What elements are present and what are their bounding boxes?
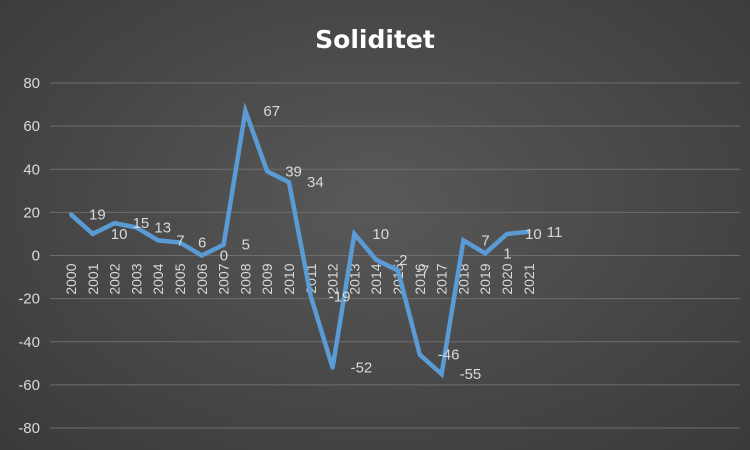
data-point [90,231,95,236]
y-tick-label: -60 [18,377,40,394]
data-label: 39 [285,163,302,180]
data-label: -46 [438,347,460,364]
data-point [199,253,204,258]
x-tick-label: 2007 [216,263,232,294]
chart-title: Soliditet [315,25,435,54]
x-tick-label: 2016 [412,263,428,294]
x-tick-label: 2008 [237,263,253,294]
data-point [417,352,422,357]
data-label: 5 [242,237,250,254]
y-tick-label: -80 [18,420,40,437]
x-tick-label: 2005 [172,263,188,294]
x-tick-label: 2002 [107,263,123,294]
data-label: -52 [351,360,373,377]
data-label: 10 [372,226,389,243]
data-point [330,365,335,370]
series-line [69,102,530,379]
x-tick-label: 2000 [63,263,79,294]
y-tick-label: 60 [23,118,40,135]
data-label: 13 [154,219,171,236]
data-label: 19 [89,207,106,224]
data-point [221,242,226,247]
data-label: 34 [307,174,324,191]
data-label: 15 [133,215,150,232]
data-point [308,294,313,299]
x-tick-label: 2021 [521,263,537,294]
data-label: 1 [503,245,511,262]
y-tick-label: 40 [23,161,40,178]
data-point [265,169,270,174]
x-tick-label: 2014 [368,263,384,294]
gridlines [50,82,740,429]
y-axis-ticks: -80 -60 -40 -20 0 20 40 60 80 [18,75,40,437]
x-tick-label: 2009 [259,263,275,294]
data-label: 6 [198,235,206,252]
data-label: 10 [525,226,542,243]
y-tick-label: 20 [23,204,40,221]
y-tick-label: 80 [23,75,40,92]
x-tick-label: 2001 [85,263,101,294]
x-tick-label: 2017 [434,263,450,294]
x-tick-label: 2012 [325,263,341,294]
data-point [156,238,161,243]
data-point [439,372,444,377]
series-layer [69,102,531,379]
data-point [396,268,400,273]
data-point [287,180,291,185]
y-tick-label: 0 [32,248,40,265]
data-label: 7 [176,232,184,249]
data-label: -19 [329,288,351,305]
data-point [112,221,117,226]
data-label: 0 [220,248,228,265]
data-label: 10 [111,226,128,243]
data-label: -55 [460,366,482,383]
data-label: -2 [394,252,407,269]
data-point [505,231,509,236]
data-label: 67 [263,103,280,120]
x-tick-label: 2004 [150,263,166,294]
data-point [461,238,466,243]
data-point [352,231,357,236]
x-tick-label: 2020 [499,263,515,294]
y-tick-label: -40 [18,334,40,351]
data-point [243,109,248,114]
x-tick-label: 2006 [194,263,210,294]
data-point [134,225,139,230]
y-tick-label: -20 [18,291,40,308]
x-tick-label: 2003 [128,263,144,294]
data-label: 7 [481,232,489,249]
data-point [526,229,531,234]
data-label: -7 [416,263,429,280]
x-tick-label: 2010 [281,263,297,294]
x-tick-label: 2019 [477,263,493,294]
data-point [178,240,182,245]
data-point [69,212,73,217]
x-axis-ticks: 2000 2001 2002 2003 2004 2005 2006 2007 2008 2009… [63,263,537,294]
data-point [374,257,379,262]
data-point [483,251,488,256]
data-label: 11 [547,224,563,241]
